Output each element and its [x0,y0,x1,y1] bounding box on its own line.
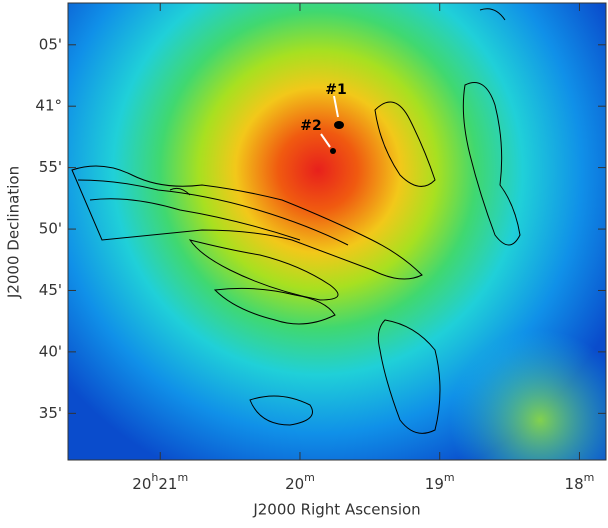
x-tick-label: 18m [565,471,595,493]
plot-frame [67,2,607,461]
annotation: #2 [300,118,321,134]
y-tick-label: 55' [39,158,62,176]
x-tick-label: 20h21m [132,471,188,493]
x-tick-label: 20m [285,471,315,493]
y-tick-label: 05' [39,35,62,53]
y-tick-label: 50' [39,220,62,238]
x-tick-label: 19m [425,471,455,493]
y-tick-label: 35' [39,404,62,422]
arrow [333,95,339,118]
contours [71,8,521,434]
arrow [320,133,331,148]
y-axis-label: J2000 Declination [5,166,23,299]
y-tick-label: 40' [39,342,62,360]
x-axis-label: J2000 Right Ascension [252,501,420,519]
annotation: #1 [325,82,346,98]
y-tick-label: 45' [39,281,62,299]
y-tick-label: 41° [35,97,62,115]
intensity-map [68,3,606,460]
